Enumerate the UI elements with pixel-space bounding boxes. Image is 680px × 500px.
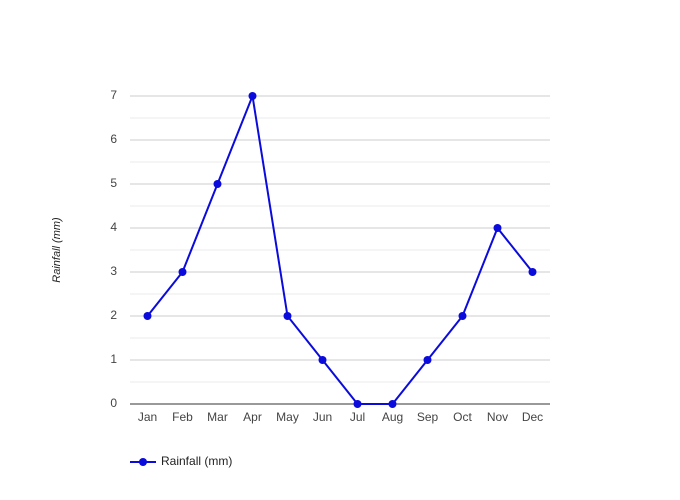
legend-marker [139, 458, 147, 466]
x-tick-label: Jan [138, 410, 157, 424]
y-axis-label: Rainfall (mm) [51, 217, 63, 283]
x-tick-label: Feb [172, 410, 193, 424]
y-tick-label: 1 [110, 352, 117, 366]
data-point [178, 268, 187, 276]
x-tick-label: Oct [453, 410, 472, 424]
y-tick-label: 6 [110, 132, 117, 146]
data-point [318, 356, 327, 364]
data-point [423, 356, 432, 364]
x-tick-label: Dec [522, 410, 543, 424]
data-point [213, 180, 222, 188]
data-point [283, 312, 292, 320]
x-tick-label: Nov [487, 410, 508, 424]
y-tick-label: 4 [110, 220, 117, 234]
x-tick-label: Jul [350, 410, 365, 424]
y-tick-label: 3 [110, 264, 117, 278]
data-point [528, 268, 537, 276]
x-tick-label: Jun [313, 410, 332, 424]
data-point [458, 312, 467, 320]
y-tick-label: 7 [110, 88, 117, 102]
x-tick-label: Apr [243, 410, 262, 424]
x-tick-label: Sep [417, 410, 439, 424]
data-point [493, 224, 502, 232]
data-point [248, 92, 257, 100]
data-point [143, 312, 152, 320]
series-line [146, 92, 534, 405]
x-tick-label: May [276, 410, 299, 424]
data-point [388, 400, 397, 408]
legend-text: Rainfall (mm) [161, 454, 232, 468]
y-tick-label: 5 [110, 176, 117, 190]
x-tick-label: Mar [207, 410, 228, 424]
y-tick-label: 2 [110, 308, 117, 322]
y-tick-label: 0 [110, 396, 117, 410]
x-tick-label: Aug [382, 410, 403, 424]
data-point [353, 400, 362, 408]
